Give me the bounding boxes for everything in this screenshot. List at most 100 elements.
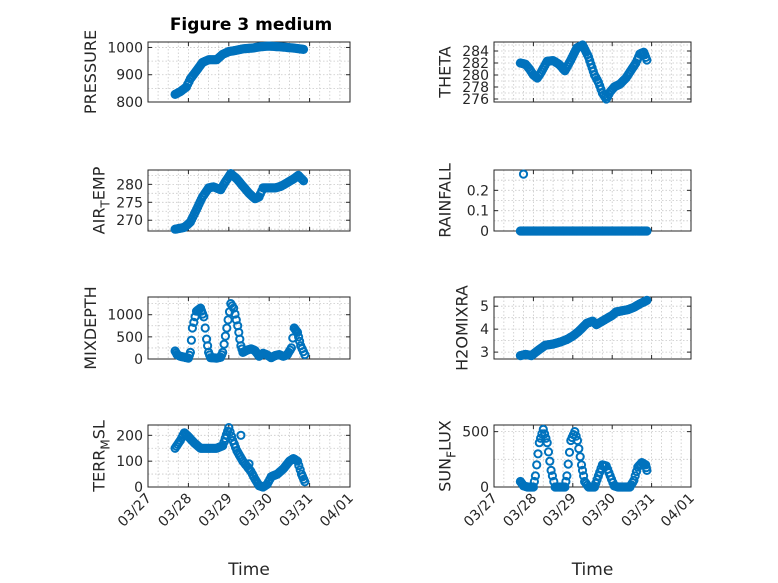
y-tick-label: 280	[462, 68, 489, 84]
data-point	[642, 55, 652, 65]
data-point	[571, 431, 581, 441]
y-tick-label: 1000	[107, 40, 143, 56]
data-point	[533, 449, 543, 459]
y-tick-label: 500	[116, 330, 143, 346]
x-tick-label: 03/27	[461, 491, 501, 531]
y-tick-label: 0	[134, 352, 143, 368]
axes-frame	[147, 296, 351, 360]
y-tick-label: 270	[116, 213, 143, 229]
data-point	[563, 459, 573, 469]
axes-frame	[147, 169, 351, 232]
data-point	[298, 44, 309, 55]
series-markers	[515, 169, 652, 236]
data-point	[561, 476, 571, 487]
data-point	[529, 476, 540, 487]
data-point	[570, 427, 580, 437]
data-point	[546, 465, 556, 475]
y-axis-label-part: EMP	[90, 166, 109, 200]
data-point	[244, 459, 254, 469]
data-point	[564, 447, 575, 457]
subplot-rainfall: 0 0.1 0.2 RAINFALL	[436, 163, 692, 240]
data-point	[189, 317, 199, 327]
y-tick-label: 0	[480, 480, 489, 496]
y-tick-label: 500	[462, 425, 489, 441]
y-axis-label-part: TERR	[90, 450, 109, 493]
x-tick-label: 03/29	[540, 491, 580, 531]
axes-frame	[493, 296, 692, 360]
y-tick-label: 0.1	[467, 204, 489, 220]
data-point	[225, 427, 235, 437]
series-markers	[170, 169, 309, 234]
y-tick-label: 100	[116, 454, 143, 470]
data-point	[538, 424, 548, 434]
y-axis-label: H2OMIXRA	[453, 285, 472, 371]
data-point	[577, 465, 588, 475]
data-point	[574, 444, 584, 454]
y-tick-label: 0	[134, 480, 143, 496]
y-tick-label: 4	[480, 322, 489, 338]
data-point	[236, 430, 246, 440]
data-point	[292, 327, 303, 337]
data-point	[530, 471, 541, 481]
y-axis-label: RAINFALL	[436, 163, 455, 238]
x-axis-label: Time	[227, 560, 270, 580]
data-point	[300, 477, 310, 487]
y-axis-label: SUNFLUX	[436, 420, 459, 492]
data-point	[575, 452, 585, 462]
data-point	[223, 315, 233, 325]
data-point	[185, 347, 195, 357]
y-axis-label: MIXDEPTH	[81, 286, 100, 369]
y-axis-label-part: T	[99, 200, 113, 209]
axes-box	[493, 424, 692, 488]
x-tick-label: 03/31	[619, 491, 659, 531]
series-markers	[515, 424, 652, 492]
x-tick-label: 03/29	[196, 491, 236, 531]
y-axis-label-part: M	[99, 439, 113, 449]
data-point	[542, 438, 552, 448]
data-point	[294, 332, 304, 342]
data-point	[630, 471, 640, 481]
data-point	[292, 456, 303, 466]
y-axis-label: AIRTEMP	[90, 166, 113, 234]
y-tick-label: 900	[116, 68, 143, 84]
y-tick-label: 800	[116, 95, 143, 111]
data-point	[540, 429, 550, 439]
y-tick-label: 0.2	[467, 183, 489, 199]
axes-frame	[147, 424, 351, 488]
y-axis-label-part: F	[445, 451, 459, 458]
data-point	[562, 471, 572, 481]
series-markers	[170, 423, 310, 492]
axes-frame	[493, 41, 692, 103]
axes-box	[493, 296, 692, 360]
axes-box	[147, 169, 351, 232]
y-axis-label: PRESSURE	[81, 30, 100, 114]
data-point	[298, 176, 309, 186]
y-axis-label-part: LUX	[436, 420, 455, 451]
data-point	[294, 460, 304, 471]
data-point	[222, 323, 232, 333]
data-point	[230, 309, 240, 319]
data-point	[187, 323, 197, 333]
data-point	[199, 312, 209, 322]
y-axis-label-part: MIXDEPTH	[81, 286, 100, 369]
x-tick-label: 04/01	[658, 491, 698, 531]
y-tick-label: 5	[480, 299, 489, 315]
x-tick-label: 03/28	[155, 491, 195, 531]
y-axis-label-part: SL	[90, 420, 109, 439]
x-tick-label: 03/30	[236, 491, 276, 531]
y-tick-label: 282	[462, 56, 489, 72]
data-point	[545, 456, 555, 466]
subplot-h2omixra: 3 4 5 H2OMIXRA	[453, 285, 692, 371]
x-tick-label: 03/27	[115, 491, 155, 531]
y-axis-label: TERRMSL	[90, 420, 113, 493]
x-tick-label: 03/30	[579, 491, 619, 531]
data-point	[200, 323, 210, 333]
y-tick-label: 284	[462, 44, 489, 60]
y-tick-label: 275	[116, 195, 143, 211]
y-axis-label-part: SUN	[436, 458, 455, 492]
data-point	[576, 460, 587, 470]
